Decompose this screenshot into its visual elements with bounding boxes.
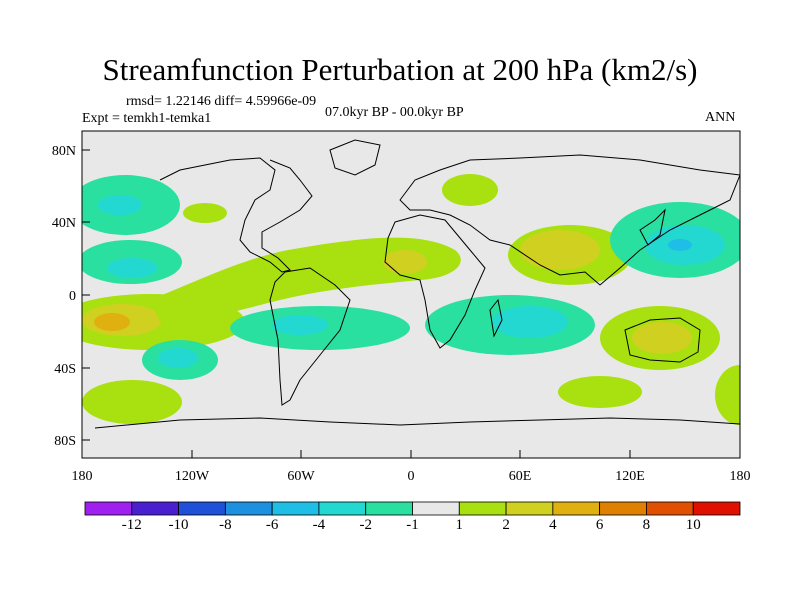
latitude-axis: 80N 40N 0 40S 80S: [52, 144, 90, 449]
lat-tick-label: 80S: [54, 434, 76, 449]
lat-tick-label: 80N: [52, 144, 76, 159]
coastline-antarctica: [94, 417, 740, 429]
lon-tick-label: 120E: [615, 469, 645, 484]
contour-asia-core: [520, 230, 600, 270]
coastline-greenland: [329, 139, 381, 176]
colorbar-swatch: [646, 501, 694, 516]
lat-tick-label: 40S: [54, 362, 76, 377]
colorbar-swatch: [552, 501, 601, 516]
contour-south-pacific-max: [94, 313, 130, 331]
colorbar-label: 1: [455, 517, 464, 533]
contour-south-pacific-negative-core: [158, 348, 198, 368]
colorbar-swatch: [365, 501, 413, 516]
colorbar: [84, 501, 741, 516]
colorbar-swatch: [224, 501, 273, 516]
contour-south-atlantic-core: [272, 315, 328, 335]
lon-tick-label: 60W: [287, 469, 315, 484]
positive-anomaly-contours: [82, 174, 740, 425]
negative-anomaly-contours: [82, 175, 740, 380]
contour-atlantic-band: [150, 237, 461, 322]
longitude-axis: 180 120W 60W 0 60E 120E 180: [72, 450, 751, 484]
map-plot-area: [82, 131, 740, 458]
coastline-africa: [384, 214, 486, 349]
colorbar-label: 6: [595, 517, 604, 533]
lat-tick-label: 0: [69, 289, 76, 304]
contour-east-edge-positive: [715, 365, 740, 425]
colorbar-swatch: [178, 501, 226, 516]
colorbar-swatch: [84, 501, 133, 516]
colorbar-label: 8: [642, 517, 651, 533]
colorbar-swatch: [458, 501, 507, 516]
lat-tick-label: 40N: [52, 216, 76, 231]
contour-indian-ocean-core: [492, 306, 568, 338]
contour-north-africa-core: [383, 250, 427, 274]
colorbar-label: -2: [359, 517, 372, 533]
experiment-label: Expt = temkh1-temka1: [82, 111, 212, 126]
colorbar-swatch: [412, 501, 460, 516]
coastline-eurasia: [399, 154, 740, 286]
colorbar-swatch: [131, 501, 179, 516]
contour-europe-positive: [442, 174, 498, 206]
colorbar-swatch: [692, 501, 741, 516]
colorbar-swatch: [599, 501, 647, 516]
colorbar-label: -6: [265, 517, 279, 533]
contour-south-pacific-high-lat: [82, 380, 182, 424]
stats-text: rmsd= 1.22146 diff= 4.59966e-09: [126, 94, 317, 109]
coastline-australia: [624, 317, 701, 363]
contour-north-pacific-core: [98, 195, 142, 215]
coastline-north-america: [159, 157, 313, 273]
contour-australia-core: [632, 322, 692, 354]
colorbar-label: 2: [502, 517, 510, 533]
coastline-south-america: [269, 267, 351, 406]
plot-title: Streamfunction Perturbation at 200 hPa (…: [102, 52, 698, 87]
colorbar-swatch: [505, 501, 554, 516]
colorbar-label: -1: [406, 517, 419, 533]
lon-tick-label: 0: [408, 469, 415, 484]
contour-southern-ocean-positive: [558, 376, 642, 408]
period-label: 07.0kyr BP - 00.0kyr BP: [325, 105, 464, 120]
coastline-madagascar: [489, 298, 503, 338]
lon-tick-label: 120W: [175, 469, 210, 484]
colorbar-swatch: [318, 501, 367, 516]
lon-tick-label: 60E: [509, 469, 532, 484]
contour-west-pacific-max: [668, 239, 692, 251]
coastlines: [94, 139, 740, 429]
colorbar-label: -8: [219, 517, 232, 533]
lon-tick-label: 180: [72, 469, 93, 484]
colorbar-label: -10: [168, 517, 189, 533]
colorbar-label: -12: [121, 517, 142, 533]
colorbar-swatch: [271, 501, 320, 516]
contour-north-america-positive: [183, 203, 227, 223]
colorbar-label: 4: [549, 517, 557, 533]
colorbar-label: 10: [685, 517, 701, 533]
coastline-japan: [639, 208, 666, 246]
contour-tropical-pacific-core: [107, 258, 157, 278]
colorbar-label: -4: [312, 517, 326, 533]
lon-tick-label: 180: [730, 469, 751, 484]
season-label: ANN: [705, 110, 736, 125]
